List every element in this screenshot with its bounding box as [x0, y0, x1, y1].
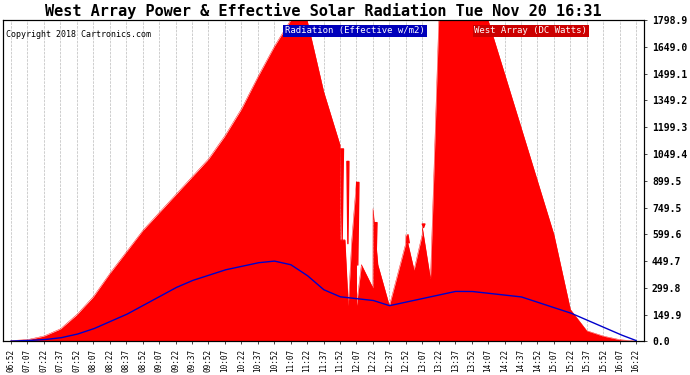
Title: West Array Power & Effective Solar Radiation Tue Nov 20 16:31: West Array Power & Effective Solar Radia…: [46, 3, 602, 19]
Text: Copyright 2018 Cartronics.com: Copyright 2018 Cartronics.com: [6, 30, 151, 39]
Text: West Array (DC Watts): West Array (DC Watts): [474, 26, 587, 35]
Text: Radiation (Effective w/m2): Radiation (Effective w/m2): [285, 26, 425, 35]
